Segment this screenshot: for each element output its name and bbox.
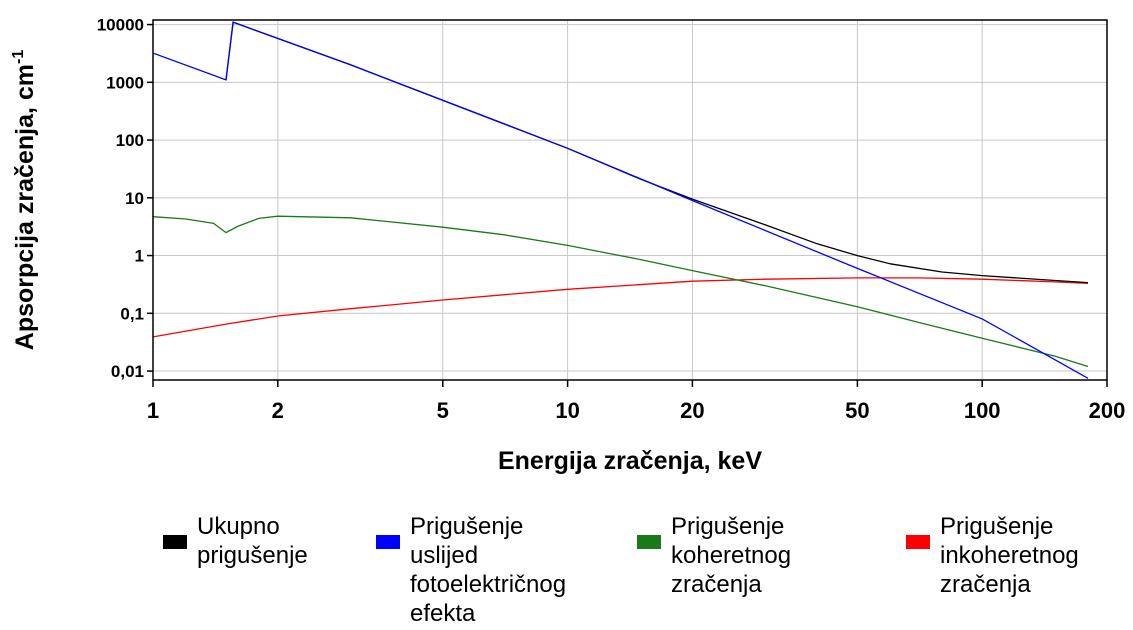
y-tick-label: 10000 <box>97 16 144 35</box>
legend-swatch-incoherent <box>906 535 930 549</box>
legend-label-photoelectric: Prigušenje uslijed fotoelektričnog efekt… <box>410 513 567 627</box>
x-tick-label: 200 <box>1089 398 1126 423</box>
legend-swatch-photoelectric <box>376 535 400 549</box>
plot-frame <box>152 19 1108 381</box>
legend: Ukupno prigušenje Prigušenje uslijed fot… <box>0 512 1133 630</box>
y-tick-label: 100 <box>116 131 144 150</box>
x-tick-label: 1 <box>147 398 159 423</box>
x-tick-label: 20 <box>680 398 704 423</box>
legend-swatch-total <box>163 535 187 549</box>
series-layer <box>153 21 1089 379</box>
x-tick-label: 2 <box>272 398 284 423</box>
series-incoherent-line <box>153 277 1089 338</box>
y-tick-label: 0,01 <box>111 362 144 381</box>
legend-item-total: Ukupno prigušenje <box>163 512 308 570</box>
chart: 1 2 5 10 20 50 100 200 0,01 0,1 1 10 100 1000 10000 En… <box>10 16 1126 475</box>
legend-label-total: Ukupno prigušenje <box>197 513 308 569</box>
y-tick-label: 10 <box>125 189 144 208</box>
series-photoelectric-line <box>153 21 1089 379</box>
legend-swatch-coherent <box>637 535 661 549</box>
x-tick-label: 100 <box>964 398 1001 423</box>
legend-item-coherent: Prigušenje koheretnog zračenja <box>637 512 791 599</box>
ticks: 1 2 5 10 20 50 100 200 0,01 0,1 1 10 100 1000 10000 <box>97 16 1126 423</box>
legend-item-photoelectric: Prigušenje uslijed fotoelektričnog efekt… <box>376 512 566 628</box>
y-tick-label: 1 <box>135 247 144 266</box>
x-tick-label: 5 <box>437 398 449 423</box>
y-axis-title-main: Apsorpcija zračenja, cm <box>11 64 39 350</box>
y-tick-label: 1000 <box>106 73 144 92</box>
x-tick-label: 10 <box>555 398 579 423</box>
y-tick-label: 0,1 <box>120 304 144 323</box>
x-tick-label: 50 <box>845 398 869 423</box>
series-coherent-line <box>153 215 1089 368</box>
grid <box>153 20 1107 380</box>
x-axis-title: Energija zračenja, keV <box>498 447 762 475</box>
y-axis-title-superscript: -1 <box>10 50 27 64</box>
legend-item-incoherent: Prigušenje inkoheretnog zračenja <box>906 512 1079 599</box>
series-total-line <box>225 21 1089 284</box>
y-axis-title: Apsorpcija zračenja, cm-1 <box>10 50 39 351</box>
legend-label-coherent: Prigušenje koheretnog zračenja <box>671 513 792 598</box>
legend-label-incoherent: Prigušenje inkoheretnog zračenja <box>940 513 1079 598</box>
